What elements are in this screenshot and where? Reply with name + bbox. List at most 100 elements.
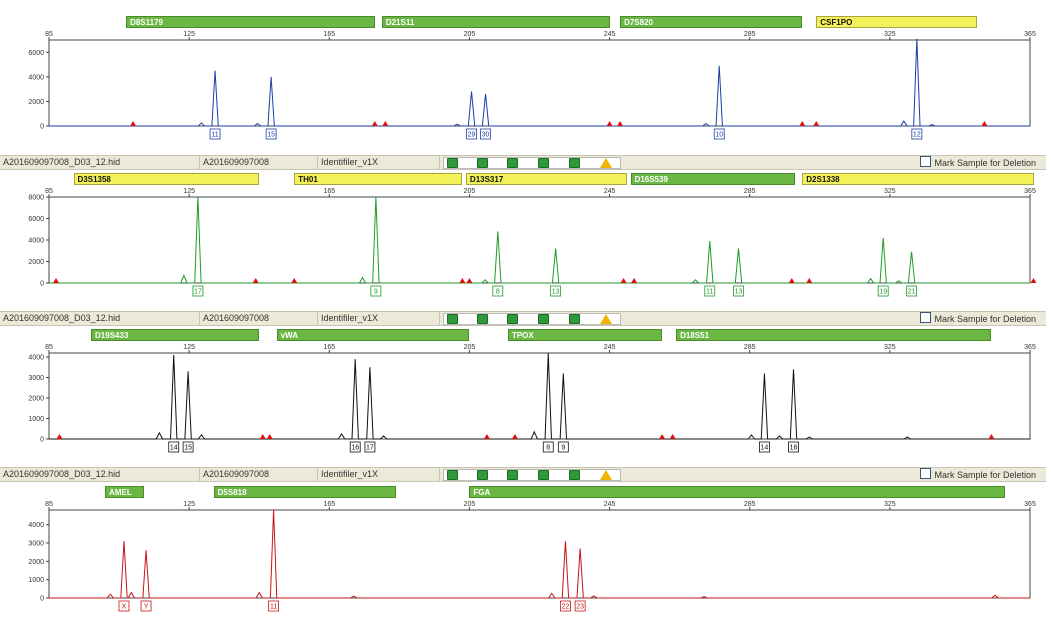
allele-label-box — [140, 600, 152, 612]
locus-marker[interactable]: D19S433 — [91, 329, 260, 341]
kit-name: Identifiler_v1X — [318, 468, 440, 481]
mark-deletion-checkbox[interactable] — [920, 156, 932, 167]
y-tick-label: 4000 — [28, 355, 44, 362]
marker-bar: AMEL D5S818 FGA — [0, 486, 1052, 499]
y-tick-label: 3000 — [28, 375, 44, 382]
allele-label: 11 — [270, 604, 277, 611]
y-tick-label: 4000 — [28, 74, 44, 81]
mark-deletion-label: Mark Sample for Deletion — [934, 470, 1036, 480]
bin-marker — [382, 121, 389, 126]
x-tick-label: 365 — [1024, 188, 1036, 195]
x-tick-label: 85 — [45, 31, 53, 38]
allele-label: 23 — [576, 604, 584, 611]
quality-flag-icon[interactable] — [569, 158, 580, 168]
bin-marker — [799, 121, 806, 126]
quality-flag-icon[interactable] — [477, 158, 488, 168]
locus-marker[interactable]: D7S820 — [620, 16, 803, 28]
quality-flag-icon[interactable] — [538, 470, 549, 480]
bin-marker — [53, 278, 60, 283]
mark-deletion[interactable]: Mark Sample for Deletion — [920, 156, 1036, 169]
x-tick-label: 125 — [183, 188, 195, 195]
locus-marker[interactable]: D5S818 — [213, 486, 396, 498]
warning-icon[interactable] — [600, 158, 612, 168]
allele-label: 9 — [374, 289, 378, 296]
locus-marker[interactable]: D13S317 — [465, 173, 628, 185]
sample-info-bar: A201609097008_D03_12.hid A201609097008 I… — [0, 311, 1046, 326]
allele-label: 12 — [913, 132, 921, 139]
trace-line — [49, 352, 1030, 440]
bin-marker — [988, 434, 995, 439]
bin-marker — [806, 278, 813, 283]
allele-label: 30 — [482, 132, 490, 139]
allele-label-box — [209, 128, 221, 140]
bin-marker — [617, 121, 624, 126]
quality-flag-icon[interactable] — [569, 470, 580, 480]
allele-label-box — [118, 600, 130, 612]
locus-marker[interactable]: D21S11 — [381, 16, 610, 28]
warning-icon[interactable] — [600, 314, 612, 324]
warning-icon[interactable] — [600, 470, 612, 480]
x-tick-label: 205 — [464, 188, 476, 195]
locus-marker[interactable]: TPOX — [507, 329, 663, 341]
locus-marker[interactable]: CSF1PO — [816, 16, 978, 28]
x-tick-label: 325 — [884, 188, 896, 195]
y-tick-label: 0 — [40, 124, 44, 131]
allele-label: 19 — [879, 289, 887, 296]
locus-marker[interactable]: D8S1179 — [126, 16, 375, 28]
bin-marker — [56, 434, 63, 439]
allele-label-box — [492, 285, 504, 297]
bin-marker — [620, 278, 627, 283]
allele-label: 8 — [496, 289, 500, 296]
x-tick-label: 285 — [744, 344, 756, 351]
y-tick-label: 4000 — [28, 522, 44, 529]
quality-flag-icon[interactable] — [507, 314, 518, 324]
quality-flag-icon[interactable] — [538, 158, 549, 168]
electropherogram-blue: 85 125 165 205 245 285 325 365 0 2000 4000 6000 11 15… — [28, 31, 1036, 140]
quality-flag-icon[interactable] — [477, 470, 488, 480]
quality-flag-icon[interactable] — [447, 314, 458, 324]
electropherogram-black: 85 125 165 205 245 285 325 365 0 1000 2000 3000 4000… — [28, 344, 1036, 453]
quality-flag-icon[interactable] — [447, 470, 458, 480]
allele-label-box — [466, 128, 477, 140]
kit-name: Identifiler_v1X — [318, 156, 440, 169]
locus-marker[interactable]: D16S539 — [630, 173, 796, 185]
locus-marker[interactable]: D3S1358 — [73, 173, 260, 185]
locus-marker[interactable]: TH01 — [294, 173, 463, 185]
quality-flag-icon[interactable] — [507, 470, 518, 480]
bin-marker — [813, 121, 820, 126]
locus-marker[interactable]: D2S1338 — [802, 173, 1034, 185]
x-tick-label: 85 — [45, 501, 53, 508]
quality-flag-icon[interactable] — [447, 158, 458, 168]
x-tick-label: 205 — [464, 344, 476, 351]
locus-marker[interactable]: vWA — [276, 329, 470, 341]
x-tick-label: 365 — [1024, 31, 1036, 38]
x-tick-label: 205 — [464, 501, 476, 508]
locus-marker[interactable]: FGA — [469, 486, 1006, 498]
allele-label-box — [911, 128, 923, 140]
quality-flag-icon[interactable] — [569, 314, 580, 324]
locus-marker[interactable]: AMEL — [105, 486, 144, 498]
allele-label-box — [560, 600, 571, 612]
allele-label: 8 — [546, 445, 550, 452]
trace-line — [49, 38, 1030, 127]
allele-label-box — [788, 441, 799, 453]
allele-label-box — [574, 600, 586, 612]
y-tick-label: 1000 — [28, 577, 44, 584]
mark-deletion[interactable]: Mark Sample for Deletion — [920, 312, 1036, 325]
quality-flag-icon[interactable] — [477, 314, 488, 324]
mark-deletion[interactable]: Mark Sample for Deletion — [920, 468, 1036, 481]
quality-flag-icon[interactable] — [507, 158, 518, 168]
allele-label-box — [480, 128, 491, 140]
y-tick-label: 0 — [40, 281, 44, 288]
electropherogram-green: 85 125 165 205 245 285 325 365 0 2000 4000 6000 8000… — [28, 188, 1037, 297]
allele-label: 29 — [468, 132, 476, 139]
locus-marker[interactable]: D18S51 — [676, 329, 992, 341]
x-tick-label: 245 — [604, 501, 616, 508]
x-tick-label: 165 — [323, 501, 335, 508]
marker-bar: D3S1358 TH01 D13S317 D16S539 D2S1338 — [0, 173, 1052, 186]
bin-marker — [459, 278, 466, 283]
mark-deletion-checkbox[interactable] — [920, 468, 932, 479]
mark-deletion-checkbox[interactable] — [920, 312, 932, 323]
panel-green: A201609097008_D03_12.hid A201609097008 I… — [0, 155, 1052, 305]
quality-flag-icon[interactable] — [538, 314, 549, 324]
